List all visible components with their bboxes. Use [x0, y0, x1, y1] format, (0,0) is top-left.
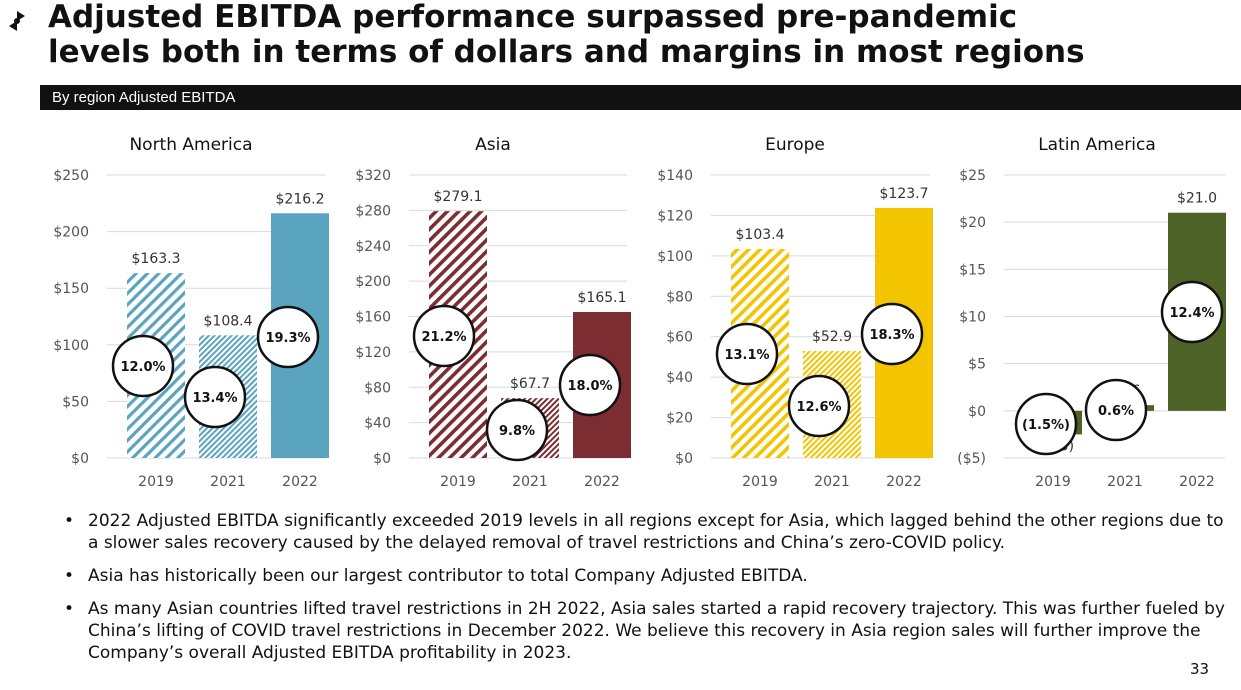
y-tick-label: $280	[355, 203, 391, 219]
chart-north-america: North America $0 $50 $100 $150 $200 $250 $163.3…	[53, 135, 329, 490]
data-label: $216.2	[276, 191, 325, 207]
margin-label: (1.5%)	[1022, 418, 1070, 433]
x-tick-label: 2019	[742, 474, 778, 490]
y-tick-label: $200	[355, 274, 391, 290]
y-tick-label: $120	[355, 345, 391, 361]
y-tick-label: $240	[355, 239, 391, 255]
margin-circle	[1160, 280, 1224, 344]
data-label: $123.7	[880, 186, 929, 202]
y-tick-label: $10	[959, 310, 986, 326]
margin-label: 12.0%	[120, 360, 165, 375]
margin-circle	[412, 304, 476, 368]
x-tick-label: 2021	[210, 474, 246, 490]
chart-title: Asia	[475, 135, 511, 155]
y-tick-label: $200	[53, 225, 89, 241]
page-number: 33	[1190, 660, 1210, 678]
x-tick-label: 2022	[282, 474, 318, 490]
margin-label: 12.6%	[796, 400, 841, 415]
bullet-item: 2022 Adjusted EBITDA significantly excee…	[60, 510, 1230, 554]
margin-circle	[860, 302, 924, 366]
chart-latin-america: Latin America($5)$0$5$10$15$20$25($2.5)2…	[957, 135, 1226, 490]
y-tick-label: $80	[666, 289, 693, 305]
y-tick-label: $40	[666, 370, 693, 386]
y-tick-label: $0	[675, 451, 693, 467]
y-tick-label: $320	[355, 168, 391, 184]
y-tick-label: $40	[364, 416, 391, 432]
y-tick-label: $150	[53, 281, 89, 297]
chart-asia: Asia $0 $40 $80 $120 $160 $200 $240 $280 $320 $279…	[355, 135, 631, 490]
y-tick-label: $15	[959, 262, 986, 278]
y-tick-label: $120	[657, 208, 693, 224]
y-tick-label: $20	[959, 215, 986, 231]
x-tick-label: 2022	[886, 474, 922, 490]
y-tick-label: $0	[373, 451, 391, 467]
y-tick-label: $80	[364, 380, 391, 396]
x-tick-label: 2019	[440, 474, 476, 490]
margin-label: 21.2%	[421, 330, 466, 345]
margin-label: 9.8%	[499, 424, 535, 439]
page-title-line-2: levels both in terms of dollars and marg…	[48, 34, 1085, 70]
x-tick-label: 2021	[512, 474, 548, 490]
section-band: By region Adjusted EBITDA	[40, 85, 1241, 110]
margin-circle	[1014, 392, 1078, 456]
x-tick-label: 2021	[1107, 474, 1143, 490]
x-tick-label: 2019	[1035, 474, 1071, 490]
y-tick-label: $20	[666, 411, 693, 427]
margin-circle	[558, 353, 622, 417]
y-tick-label: $100	[657, 249, 693, 265]
margin-circle	[256, 305, 320, 369]
y-tick-label: $25	[959, 168, 986, 184]
chart-title: Europe	[765, 135, 825, 155]
data-label: $21.0	[1177, 191, 1217, 207]
y-tick-label: $0	[71, 451, 89, 467]
bullet-item: As many Asian countries lifted travel re…	[60, 598, 1230, 664]
margin-circle	[1084, 378, 1148, 442]
brand-logo-icon	[9, 11, 25, 31]
data-label: $52.9	[812, 329, 852, 345]
data-label: $163.3	[132, 251, 181, 267]
margin-label: 13.1%	[724, 348, 769, 363]
x-tick-label: 2019	[138, 474, 174, 490]
margin-label: 18.3%	[869, 328, 914, 343]
commentary-bullets: 2022 Adjusted EBITDA significantly excee…	[60, 510, 1230, 675]
y-tick-label: $160	[355, 310, 391, 326]
data-label: $165.1	[578, 290, 627, 306]
y-tick-label: ($5)	[957, 451, 986, 467]
x-tick-label: 2022	[584, 474, 620, 490]
y-tick-label: $140	[657, 168, 693, 184]
bullet-item: Asia has historically been our largest c…	[60, 565, 1230, 587]
y-tick-label: $0	[968, 404, 986, 420]
data-label: $279.1	[434, 189, 483, 205]
x-tick-label: 2021	[814, 474, 850, 490]
margin-label: 13.4%	[192, 391, 237, 406]
margin-label: 19.3%	[265, 331, 310, 346]
margin-circle	[787, 374, 851, 438]
y-tick-label: $50	[62, 394, 89, 410]
y-tick-label: $60	[666, 330, 693, 346]
data-label: $103.4	[736, 227, 785, 243]
y-tick-label: $100	[53, 338, 89, 354]
margin-circle	[111, 334, 175, 398]
regional-ebitda-charts: North America $0 $50 $100 $150 $200 $250 $163.3…	[53, 135, 1226, 490]
data-label: $108.4	[204, 313, 253, 329]
y-tick-label: $250	[53, 168, 89, 184]
chart-title: North America	[129, 135, 252, 155]
margin-label: 12.4%	[1169, 306, 1214, 321]
y-tick-label: $5	[968, 357, 986, 373]
page-title: Adjusted EBITDA performance surpassed pr…	[48, 0, 1233, 70]
chart-europe: Europe $0 $20 $40 $60 $80 $100 $120 $140 $103.4 20…	[657, 135, 933, 490]
data-label: $67.7	[510, 376, 550, 392]
x-tick-label: 2022	[1179, 474, 1215, 490]
margin-label: 18.0%	[567, 379, 612, 394]
page-title-line-1: Adjusted EBITDA performance surpassed pr…	[48, 0, 1018, 35]
margin-circle	[485, 398, 549, 462]
margin-circle	[715, 322, 779, 386]
margin-label: 0.6%	[1098, 404, 1134, 419]
chart-title: Latin America	[1038, 135, 1156, 155]
margin-circle	[183, 365, 247, 429]
